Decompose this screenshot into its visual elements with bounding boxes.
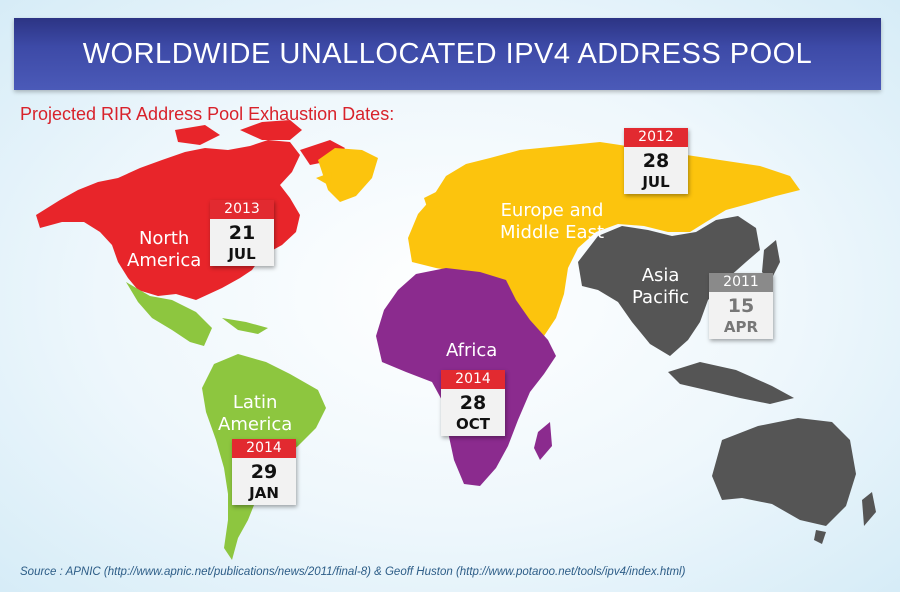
- calendar-day: 28: [459, 392, 487, 414]
- title-banner: WORLDWIDE UNALLOCATED IPV4 ADDRESS POOL: [14, 18, 881, 90]
- calendar-month: JUL: [642, 173, 670, 191]
- label-latin-america: Latin America: [218, 392, 293, 435]
- calendar-year: 2011: [709, 273, 773, 292]
- calendar-day: 28: [642, 150, 670, 172]
- label-africa: Africa: [446, 340, 498, 361]
- label-europe-middle-east: Europe and Middle East: [500, 200, 605, 243]
- label-asia-pacific: Asia Pacific: [632, 265, 690, 308]
- region-greenland: [318, 148, 378, 202]
- source-note: Source : APNIC (http://www.apnic.net/pub…: [20, 566, 686, 578]
- calendar-day: 15: [727, 295, 755, 317]
- calendar-africa: 2014 28 OCT: [441, 370, 505, 436]
- calendar-year: 2013: [210, 200, 274, 219]
- region-north-america: [36, 120, 345, 300]
- calendar-month: JUL: [228, 245, 256, 263]
- calendar-north-america: 2013 21 JUL: [210, 200, 274, 266]
- calendar-year: 2012: [624, 128, 688, 147]
- calendar-month: OCT: [456, 415, 490, 433]
- page-title: WORLDWIDE UNALLOCATED IPV4 ADDRESS POOL: [82, 37, 813, 70]
- calendar-europe-middle-east: 2012 28 JUL: [624, 128, 688, 194]
- calendar-asia-pacific: 2011 15 APR: [709, 273, 773, 339]
- subtitle: Projected RIR Address Pool Exhaustion Da…: [20, 104, 395, 124]
- calendar-month: JAN: [249, 484, 279, 502]
- calendar-latin-america: 2014 29 JAN: [232, 439, 296, 505]
- calendar-day: 29: [250, 461, 278, 483]
- calendar-day: 21: [228, 222, 256, 244]
- calendar-year: 2014: [441, 370, 505, 389]
- label-north-america: North America: [127, 228, 202, 271]
- calendar-month: APR: [723, 318, 759, 336]
- calendar-year: 2014: [232, 439, 296, 458]
- region-asia-pacific: [578, 216, 876, 544]
